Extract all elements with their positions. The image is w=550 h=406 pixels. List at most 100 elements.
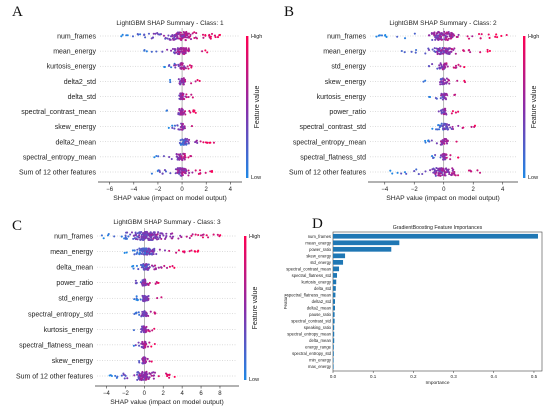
shap-point xyxy=(120,35,123,38)
shap-point xyxy=(137,341,140,344)
shap-point xyxy=(176,33,179,36)
x-tick-label: 2 xyxy=(472,187,476,193)
feature-label: mean_energy xyxy=(323,49,366,56)
x-tick-label: −4 xyxy=(130,187,138,193)
shap-point xyxy=(145,250,149,253)
shap-point xyxy=(179,174,182,177)
shap-point xyxy=(445,125,448,128)
importance-bar xyxy=(333,364,334,370)
shap-point xyxy=(216,36,220,39)
feature-label: std_energy xyxy=(58,296,93,303)
shap-point xyxy=(122,373,125,376)
shap-point xyxy=(143,356,146,359)
panel-letter-c: C xyxy=(12,218,23,234)
shap-point xyxy=(442,95,446,98)
chart-title: LightGBM SHAP Summary - Class: 1 xyxy=(116,20,224,27)
shap-point xyxy=(454,52,457,55)
shap-point xyxy=(162,234,165,237)
x-tick-label: 2 xyxy=(205,187,209,193)
shap-point xyxy=(447,37,450,40)
x-tick-label: 0.3 xyxy=(450,374,457,379)
shap-point xyxy=(442,50,445,53)
shap-point xyxy=(194,80,197,83)
shap-point xyxy=(433,50,436,53)
shap-point xyxy=(427,139,430,142)
shap-point xyxy=(153,236,156,239)
shap-point xyxy=(385,35,388,38)
colorbar-title: Feature value xyxy=(252,286,259,329)
shap-point xyxy=(147,32,151,35)
shap-point xyxy=(148,238,151,241)
shap-point xyxy=(120,374,123,377)
shap-point xyxy=(198,169,202,172)
shap-point xyxy=(442,127,445,130)
shap-point xyxy=(152,377,155,380)
shap-point xyxy=(443,153,446,156)
shap-point xyxy=(440,143,443,146)
shap-point xyxy=(129,233,132,236)
shap-point xyxy=(142,232,145,235)
shap-point xyxy=(144,361,147,364)
shap-point xyxy=(432,32,435,35)
shap-point xyxy=(441,169,444,172)
shap-point xyxy=(438,168,441,171)
shap-point xyxy=(180,155,183,158)
importance-bar xyxy=(333,299,336,304)
shap-point xyxy=(147,329,150,332)
shap-point xyxy=(141,328,144,332)
x-tick-label: 0.5 xyxy=(531,374,538,379)
shap-point xyxy=(206,51,209,54)
shap-point xyxy=(134,231,137,234)
x-axis-label: Importance xyxy=(426,380,450,386)
shap-point xyxy=(163,169,166,172)
feature-label: num_frames xyxy=(54,234,93,241)
feature-label: kurtosis_energy xyxy=(47,64,97,71)
shap-point xyxy=(163,264,166,267)
shap-point xyxy=(133,237,136,240)
shap-point xyxy=(152,36,155,39)
shap-point xyxy=(171,235,175,238)
shap-point xyxy=(427,64,430,68)
shap-point xyxy=(168,38,171,41)
bar-category-label: spectral_entropy_std xyxy=(292,351,332,356)
shap-point xyxy=(173,48,176,51)
shap-point xyxy=(150,50,153,53)
shap-point xyxy=(145,329,148,332)
shap-point xyxy=(443,78,446,82)
shap-point xyxy=(193,36,196,40)
shap-point xyxy=(181,93,184,97)
shap-point xyxy=(183,250,186,253)
shap-point xyxy=(445,156,448,159)
feature-label: num_frames xyxy=(57,34,96,41)
bar-category-label: delta2_std xyxy=(312,299,332,304)
shap-point xyxy=(155,154,158,158)
shap-point xyxy=(448,35,451,38)
shap-point xyxy=(170,66,173,69)
shap-point xyxy=(169,78,172,81)
shap-point xyxy=(149,236,152,239)
shap-point xyxy=(453,47,456,50)
shap-point xyxy=(124,236,127,239)
shap-point xyxy=(183,167,186,170)
shap-point xyxy=(157,231,160,234)
bar-category-label: energy_range xyxy=(305,345,332,350)
shap-point xyxy=(445,35,448,38)
shap-point xyxy=(141,250,144,253)
shap-point xyxy=(156,297,159,300)
shap-point xyxy=(467,37,471,40)
shap-point xyxy=(143,284,146,287)
feature-label: delta_std xyxy=(68,94,97,101)
shap-point xyxy=(455,140,458,143)
shap-point xyxy=(195,139,198,142)
shap-point xyxy=(138,252,141,256)
shap-point xyxy=(133,298,136,301)
shap-point xyxy=(439,66,442,69)
shap-point xyxy=(143,376,146,379)
shap-point xyxy=(169,172,172,175)
shap-point xyxy=(448,82,451,85)
shap-point xyxy=(186,65,189,68)
shap-point xyxy=(456,35,459,38)
bar-category-label: spectral_entropy_mean xyxy=(287,332,331,337)
x-tick-label: 2 xyxy=(162,391,166,397)
shap-point xyxy=(170,49,173,52)
